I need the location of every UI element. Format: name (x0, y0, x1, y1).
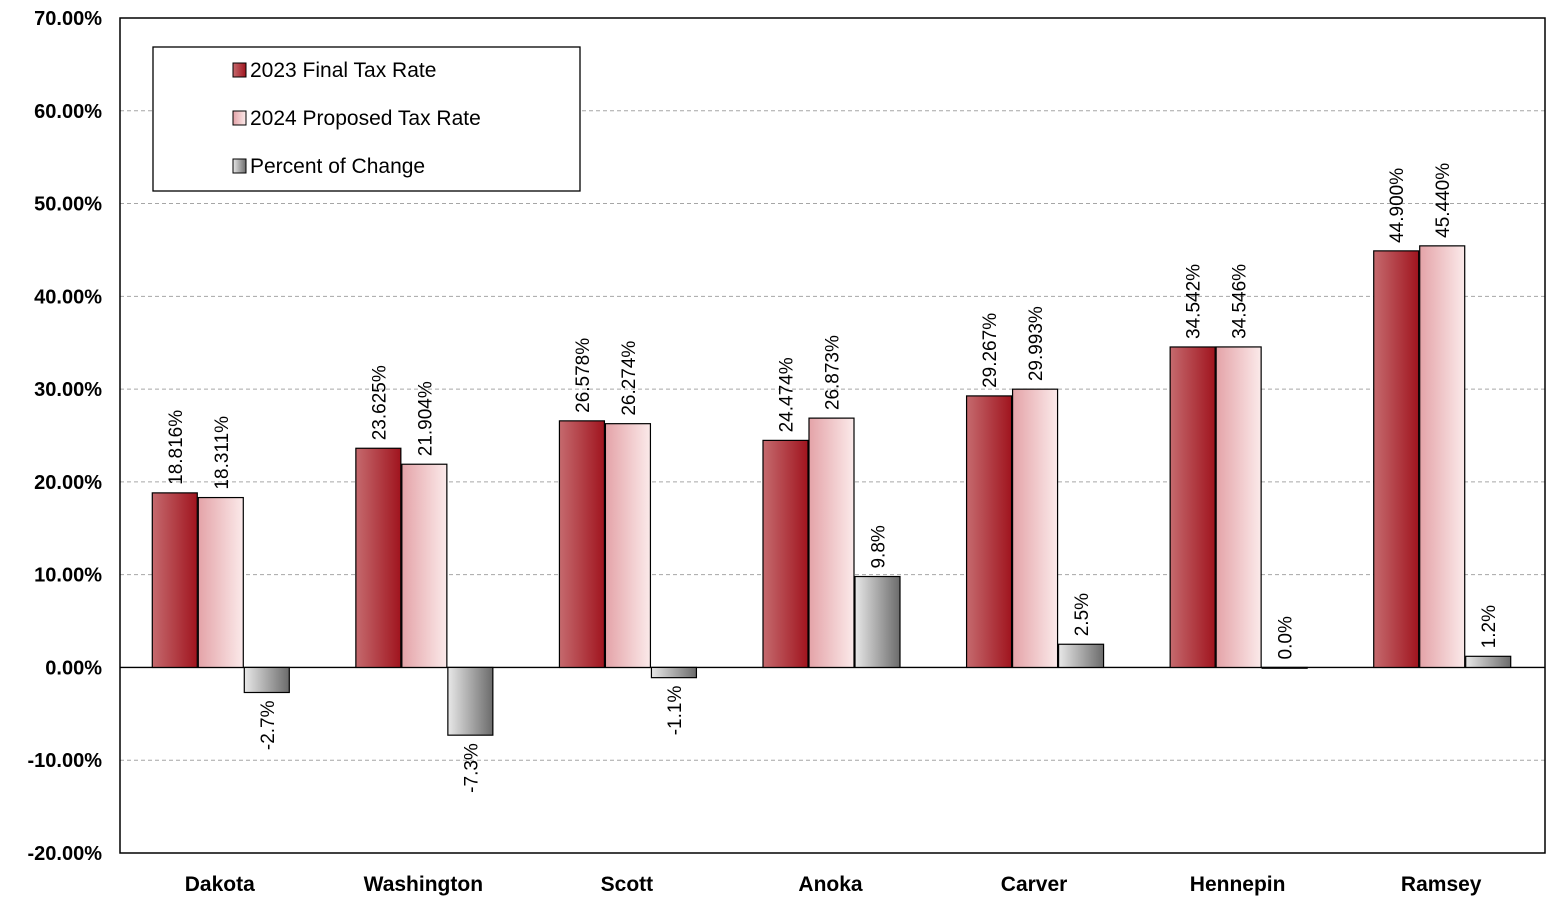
data-label-2024-proposed-tax-rate-anoka: 26.873% (823, 335, 844, 410)
x-tick-label: Ramsey (1401, 873, 1482, 896)
y-tick-label: -10.00% (28, 750, 103, 772)
bar-percent-of-change-scott (650, 666, 698, 679)
data-labels: 18.816% 18.311% -2.7% 23.625% 21.904% -7.3% 26… (166, 163, 1500, 793)
data-label-2023-final-tax-rate-dakota: 18.816% (166, 410, 187, 485)
plot-frame (119, 17, 1546, 854)
x-tick-label: Anoka (798, 873, 863, 896)
bar-2023-final-tax-rate-hennepin (1169, 346, 1216, 669)
y-tick-label: 40.00% (34, 286, 102, 308)
data-label-percent-of-change-ramsey: 1.2% (1479, 605, 1500, 648)
data-label-percent-of-change-carver: 2.5% (1072, 593, 1093, 636)
legend-box (152, 46, 581, 192)
data-label-2024-proposed-tax-rate-hennepin: 34.546% (1230, 264, 1251, 339)
data-label-2024-proposed-tax-rate-dakota: 18.311% (212, 416, 233, 490)
bar-percent-of-change-hennepin (1261, 666, 1308, 669)
y-tick-label: 30.00% (34, 379, 102, 401)
legend-swatch-2024-proposed-tax-rate (232, 110, 247, 126)
y-tick-label: 0.00% (45, 657, 102, 679)
bar-percent-of-change-carver (1057, 643, 1105, 669)
data-label-2023-final-tax-rate-scott: 26.578% (573, 338, 594, 413)
data-label-2023-final-tax-rate-anoka: 24.474% (777, 357, 798, 432)
bar-2023-final-tax-rate-ramsey (1373, 250, 1420, 669)
bar-2023-final-tax-rate-anoka (762, 439, 809, 669)
data-label-percent-of-change-dakota: -2.7% (258, 700, 279, 750)
data-label-2024-proposed-tax-rate-carver: 29.993% (1026, 306, 1047, 381)
x-tick-label: Scott (601, 873, 654, 896)
plot-area-border (119, 17, 1546, 854)
x-tick-label: Washington (364, 873, 483, 896)
y-tick-label: 70.00% (34, 8, 102, 30)
y-tick-label: -20.00% (28, 843, 103, 865)
bar-2024-proposed-tax-rate-dakota (197, 496, 244, 669)
data-label-2023-final-tax-rate-carver: 29.267% (980, 313, 1001, 388)
bar-2023-final-tax-rate-dakota (151, 492, 198, 669)
bar-2024-proposed-tax-rate-washington (401, 463, 448, 669)
legend-swatch-2023-final-tax-rate (232, 62, 247, 78)
legend-swatch-percent-of-change (232, 158, 247, 174)
y-tick-label: 20.00% (34, 472, 102, 494)
bar-2024-proposed-tax-rate-ramsey (1419, 245, 1466, 669)
data-label-percent-of-change-hennepin: 0.0% (1276, 616, 1297, 659)
data-label-2024-proposed-tax-rate-scott: 26.274% (619, 341, 640, 416)
bar-percent-of-change-anoka (854, 575, 901, 669)
data-label-2023-final-tax-rate-hennepin: 34.542% (1184, 264, 1205, 339)
y-tick-label: 10.00% (34, 565, 102, 587)
legend: 2023 Final Tax Rate 2024 Proposed Tax Rat… (152, 46, 581, 192)
y-tick-label: 50.00% (34, 194, 102, 216)
data-label-2023-final-tax-rate-washington: 23.625% (369, 365, 390, 440)
bars (151, 245, 1512, 736)
bar-2024-proposed-tax-rate-scott (604, 423, 652, 669)
x-tick-label: Carver (1001, 873, 1068, 896)
bar-2024-proposed-tax-rate-hennepin (1215, 346, 1262, 669)
data-label-2023-final-tax-rate-ramsey: 44.900% (1387, 168, 1408, 243)
data-label-percent-of-change-scott: -1.1% (665, 686, 686, 736)
y-tick-label: 60.00% (34, 101, 102, 123)
x-tick-label: Hennepin (1190, 873, 1286, 896)
legend-label-2023-final-tax-rate: 2023 Final Tax Rate (250, 59, 436, 82)
bar-2024-proposed-tax-rate-carver (1011, 388, 1059, 669)
x-tick-label: Dakota (185, 873, 255, 896)
data-label-percent-of-change-washington: -7.3% (461, 743, 482, 793)
bar-percent-of-change-dakota (243, 666, 290, 694)
x-axis-ticks: Dakota Washington Scott Anoka Carver Hennepin… (185, 873, 1482, 896)
data-label-2024-proposed-tax-rate-ramsey: 45.440% (1433, 163, 1454, 238)
y-axis-ticks: 70.00% 60.00% 50.00% 40.00% 30.00% 20.00% 10.0… (28, 8, 103, 865)
legend-label-2024-proposed-tax-rate: 2024 Proposed Tax Rate (250, 107, 481, 130)
bar-2023-final-tax-rate-carver (965, 395, 1013, 669)
legend-label-percent-of-change: Percent of Change (250, 155, 425, 178)
data-label-percent-of-change-anoka: 9.8% (869, 525, 890, 568)
bar-2024-proposed-tax-rate-anoka (808, 417, 855, 669)
bar-2023-final-tax-rate-scott (558, 420, 606, 669)
bar-percent-of-change-washington (447, 666, 494, 736)
bar-percent-of-change-ramsey (1465, 655, 1512, 669)
bar-2023-final-tax-rate-washington (355, 447, 402, 669)
data-label-2024-proposed-tax-rate-washington: 21.904% (415, 381, 436, 456)
